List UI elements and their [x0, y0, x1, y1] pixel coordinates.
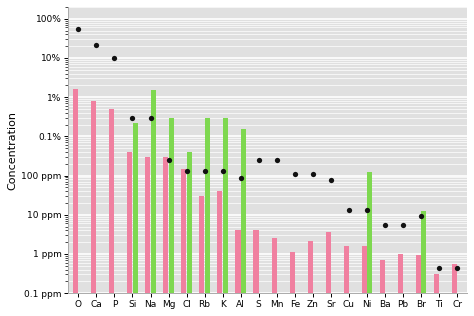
- Bar: [133, 123, 137, 293]
- Bar: [380, 260, 385, 293]
- Bar: [326, 232, 331, 293]
- Bar: [223, 118, 228, 293]
- Bar: [434, 274, 439, 293]
- Bar: [362, 246, 367, 293]
- Bar: [421, 211, 426, 293]
- Bar: [241, 130, 246, 293]
- Bar: [187, 152, 192, 293]
- Bar: [151, 90, 156, 293]
- Bar: [290, 252, 295, 293]
- Bar: [344, 246, 349, 293]
- Bar: [145, 157, 150, 293]
- Bar: [164, 157, 168, 293]
- Bar: [398, 254, 403, 293]
- Y-axis label: Concentration: Concentration: [7, 111, 17, 190]
- Bar: [73, 89, 78, 293]
- Bar: [452, 264, 457, 293]
- Bar: [416, 255, 421, 293]
- Bar: [367, 173, 372, 293]
- Bar: [91, 101, 96, 293]
- Bar: [236, 230, 240, 293]
- Bar: [272, 238, 277, 293]
- Bar: [182, 169, 186, 293]
- Bar: [254, 230, 258, 293]
- Bar: [109, 109, 114, 293]
- Bar: [127, 152, 132, 293]
- Bar: [308, 241, 313, 293]
- Bar: [169, 118, 174, 293]
- Bar: [200, 196, 204, 293]
- Bar: [218, 191, 222, 293]
- Bar: [205, 118, 210, 293]
